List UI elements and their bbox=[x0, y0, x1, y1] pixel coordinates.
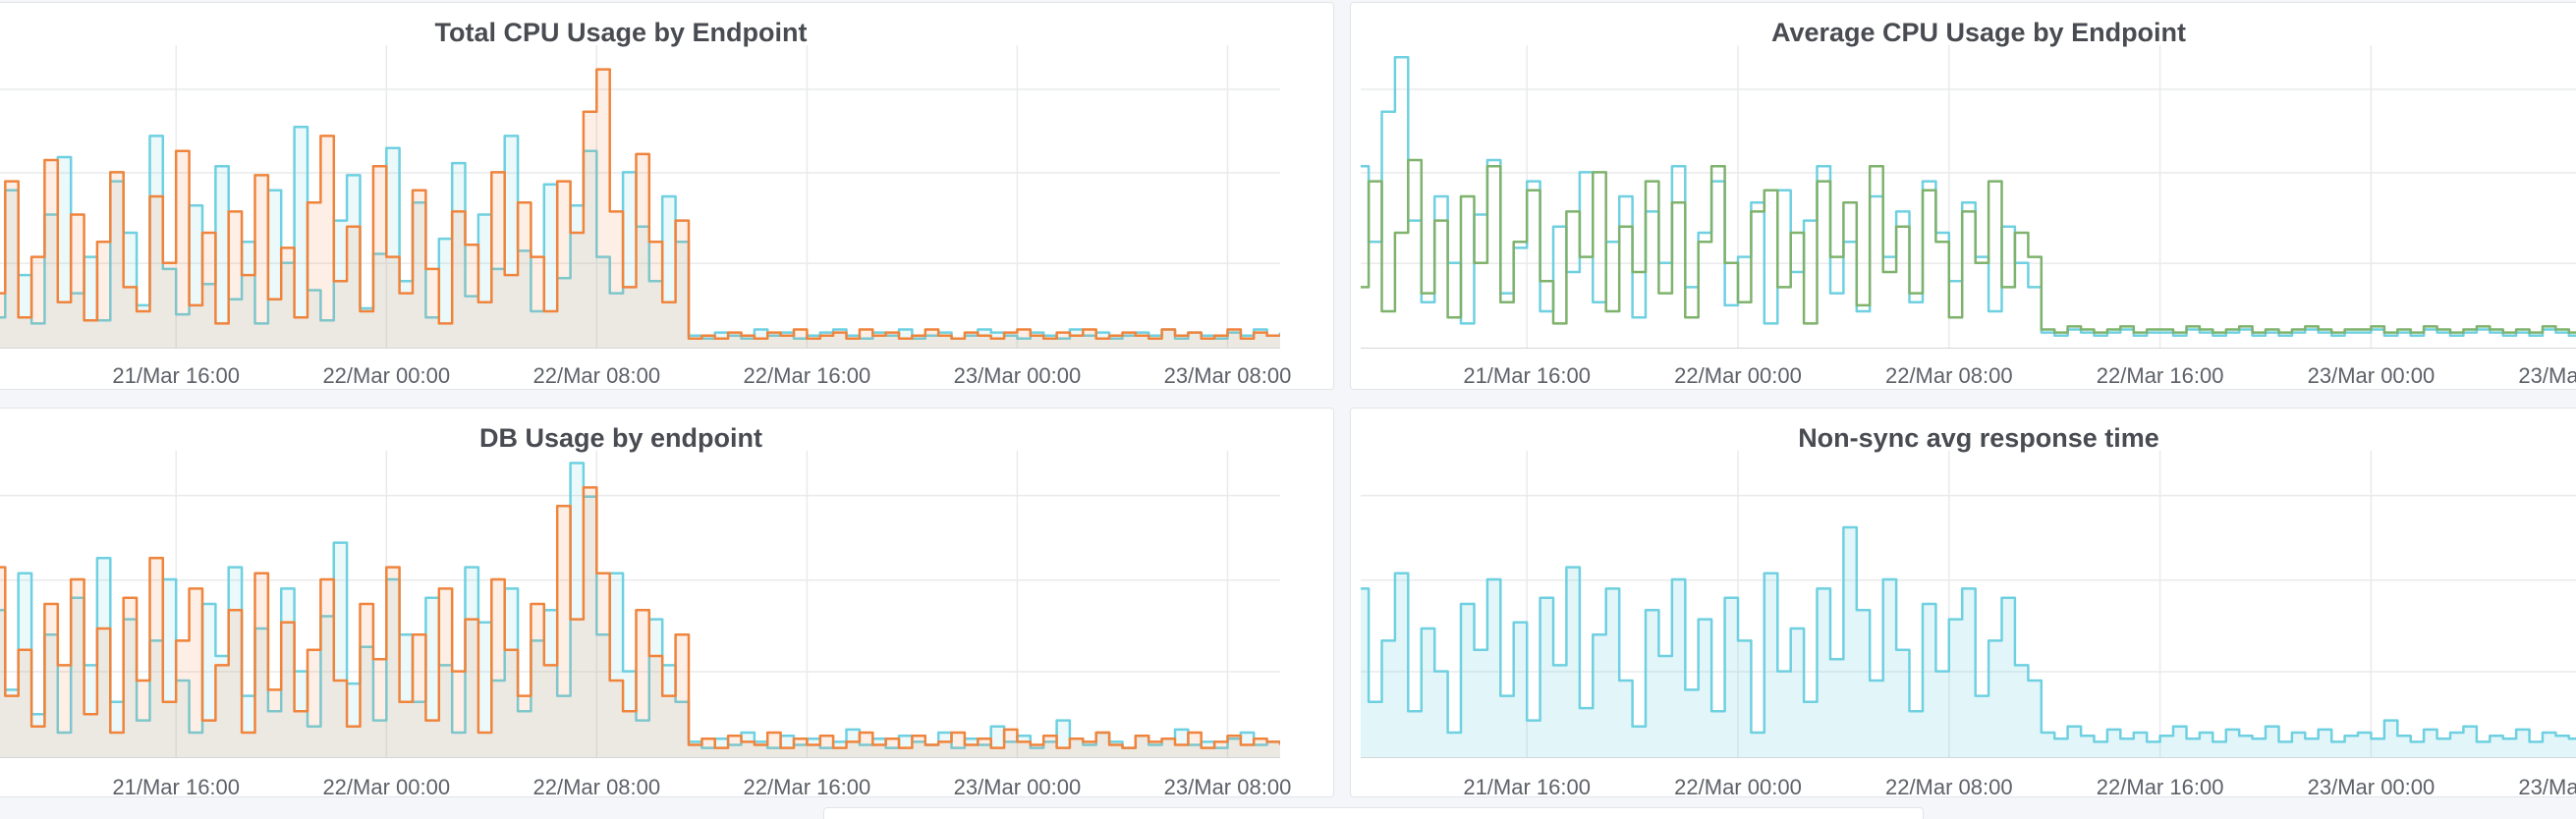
series-line-2 bbox=[1361, 158, 2576, 334]
nonsync-avg-response-time-plot-area[interactable] bbox=[1361, 451, 2576, 758]
total-cpu-usage-plot-area[interactable] bbox=[0, 45, 1280, 349]
next-row-panel-stub bbox=[823, 807, 1924, 819]
x-axis-tick-label: 22/Mar 08:00 bbox=[1884, 775, 2013, 797]
series-fill-1 bbox=[1361, 527, 2576, 757]
x-axis-tick-label: 22/Mar 00:00 bbox=[322, 775, 451, 797]
db-usage-plot-area[interactable] bbox=[0, 451, 1280, 758]
x-axis-tick-label: 21/Mar 16:00 bbox=[112, 775, 241, 797]
x-axis-tick-label: 22/Mar 16:00 bbox=[743, 775, 871, 797]
x-axis-tick-label: 23/Mar 08:00 bbox=[1163, 775, 1292, 797]
x-axis-tick-label: 22/Mar 08:00 bbox=[532, 363, 661, 388]
plot-canvas bbox=[0, 451, 1280, 757]
panel-nonsync-avg-response-time: Non-sync avg response time 21/Mar 16:00 2… bbox=[1350, 408, 2576, 797]
x-axis-tick-label: 22/Mar 16:00 bbox=[2096, 363, 2224, 388]
x-axis-tick-label: 22/Mar 00:00 bbox=[1674, 775, 1802, 797]
x-axis-tick-label: 22/Mar 16:00 bbox=[743, 363, 871, 388]
x-axis-tick-label: 22/Mar 00:00 bbox=[322, 363, 451, 388]
panel-title-average-cpu-usage[interactable]: Average CPU Usage by Endpoint bbox=[1770, 18, 2187, 47]
panel-total-cpu-usage: Total CPU Usage by Endpoint 21/Mar 16:00… bbox=[0, 2, 1334, 390]
average-cpu-usage-plot-area[interactable] bbox=[1361, 45, 2576, 349]
series-line-1 bbox=[1361, 56, 2576, 337]
x-axis-tick-label: 23/Mar 00:00 bbox=[2307, 363, 2436, 388]
x-axis-tick-label: 21/Mar 16:00 bbox=[112, 363, 241, 388]
x-axis-tick-label: 22/Mar 08:00 bbox=[1884, 363, 2013, 388]
panel-title-total-cpu-usage[interactable]: Total CPU Usage by Endpoint bbox=[434, 18, 808, 47]
series-line-2 bbox=[0, 68, 1280, 341]
series-line-1 bbox=[1361, 525, 2576, 743]
x-axis-tick-label: 22/Mar 08:00 bbox=[532, 775, 661, 797]
x-axis-tick-label: 21/Mar 16:00 bbox=[1463, 363, 1591, 388]
panel-title-nonsync-avg-response-time[interactable]: Non-sync avg response time bbox=[1798, 423, 2159, 453]
series-fill-2 bbox=[0, 487, 1280, 757]
x-axis-tick-label: 23/Mar 00:00 bbox=[2307, 775, 2436, 797]
series-fill-1 bbox=[0, 463, 1280, 757]
x-axis-tick-label: 23/Mar 08:00 bbox=[2518, 363, 2576, 388]
panel-average-cpu-usage: Average CPU Usage by Endpoint 21/Mar 16:… bbox=[1350, 2, 2576, 390]
x-axis-tick-label: 22/Mar 16:00 bbox=[2096, 775, 2224, 797]
panel-title-db-usage[interactable]: DB Usage by endpoint bbox=[478, 423, 763, 453]
series-line-2 bbox=[0, 486, 1280, 749]
x-axis-tick-label: 23/Mar 08:00 bbox=[1163, 363, 1292, 388]
x-axis-tick-label: 23/Mar 00:00 bbox=[953, 363, 1082, 388]
x-axis-tick-label: 23/Mar 08:00 bbox=[2518, 775, 2576, 797]
x-axis-tick-label: 23/Mar 00:00 bbox=[953, 775, 1082, 797]
plot-canvas bbox=[1361, 45, 2576, 348]
plot-canvas bbox=[1361, 451, 2576, 757]
x-axis-tick-label: 22/Mar 00:00 bbox=[1674, 363, 1802, 388]
x-axis-tick-label: 21/Mar 16:00 bbox=[1463, 775, 1591, 797]
series-fill-2 bbox=[0, 69, 1280, 348]
plot-canvas bbox=[0, 45, 1280, 348]
panel-db-usage: DB Usage by endpoint 21/Mar 16:00 22/Mar … bbox=[0, 408, 1334, 797]
